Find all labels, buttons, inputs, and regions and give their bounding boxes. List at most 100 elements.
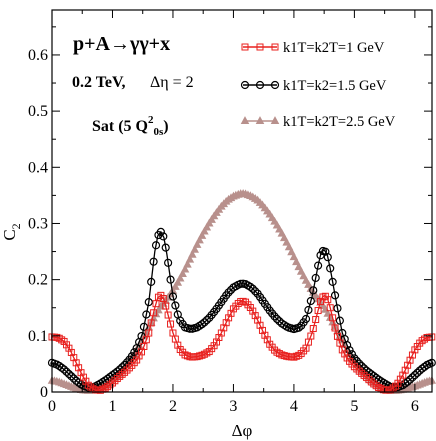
data-point bbox=[246, 282, 255, 291]
data-point bbox=[304, 305, 313, 315]
data-point bbox=[353, 365, 361, 373]
data-point bbox=[307, 332, 315, 340]
data-point bbox=[144, 298, 153, 307]
legend-marker bbox=[270, 116, 280, 124]
data-point bbox=[375, 384, 383, 392]
data-point bbox=[116, 372, 124, 380]
data-point bbox=[152, 300, 160, 308]
y-tick-label: 0.1 bbox=[28, 328, 48, 345]
data-point bbox=[77, 369, 85, 377]
data-point bbox=[140, 342, 148, 350]
data-point bbox=[275, 350, 283, 358]
data-point bbox=[104, 383, 112, 391]
data-point bbox=[200, 318, 209, 327]
data-point bbox=[65, 344, 73, 352]
data-point bbox=[261, 331, 269, 339]
data-point bbox=[405, 375, 415, 384]
data-point bbox=[254, 316, 262, 324]
data-point bbox=[53, 333, 61, 341]
data-point bbox=[317, 298, 325, 306]
data-point bbox=[336, 339, 344, 347]
x-tick-label: 1 bbox=[108, 398, 116, 415]
data-point bbox=[225, 314, 233, 322]
legend-entry: k1T=k2=1.5 GeV bbox=[240, 78, 387, 94]
legend-entry: k1T=k2T=1 GeV bbox=[241, 40, 385, 56]
legend: k1T=k2T=1 GeV k1T=k2=1.5 GeV k1T=k2T=2.5 G… bbox=[240, 40, 396, 130]
data-point bbox=[227, 309, 235, 317]
data-point bbox=[145, 329, 153, 337]
data-point bbox=[135, 352, 143, 360]
data-point bbox=[159, 295, 167, 303]
plot-frame bbox=[51, 9, 433, 393]
data-point bbox=[196, 352, 204, 360]
data-point bbox=[416, 339, 424, 347]
data-point bbox=[161, 243, 170, 252]
data-point bbox=[202, 315, 211, 325]
data-point bbox=[188, 249, 197, 258]
data-point bbox=[355, 367, 363, 375]
data-point bbox=[341, 350, 349, 358]
data-point bbox=[314, 307, 322, 315]
data-point bbox=[111, 377, 119, 385]
data-point bbox=[222, 319, 230, 327]
data-point bbox=[270, 312, 279, 321]
data-point bbox=[213, 338, 221, 346]
legend-marker bbox=[255, 116, 265, 124]
data-point bbox=[330, 291, 340, 300]
data-point bbox=[130, 348, 139, 357]
data-point bbox=[251, 312, 259, 320]
data-point bbox=[309, 286, 318, 295]
data-point bbox=[79, 373, 87, 381]
y-tick-label: 0.4 bbox=[28, 159, 48, 176]
data-point bbox=[178, 269, 187, 278]
data-point bbox=[399, 371, 407, 379]
data-point bbox=[174, 341, 182, 349]
data-point bbox=[403, 377, 412, 386]
data-point bbox=[287, 247, 296, 256]
data-point bbox=[295, 351, 303, 359]
data-point bbox=[333, 332, 341, 340]
data-point bbox=[347, 350, 357, 359]
legend-marker bbox=[240, 80, 250, 90]
data-point bbox=[96, 386, 104, 394]
data-point bbox=[159, 232, 168, 241]
legend-entry: k1T=k2T=2.5 GeV bbox=[240, 114, 396, 130]
annotation-process: p+A→γγ+x bbox=[73, 33, 170, 55]
data-point bbox=[171, 301, 180, 310]
legend-marker bbox=[240, 116, 250, 124]
data-point bbox=[301, 314, 311, 324]
data-point bbox=[183, 352, 191, 360]
data-point bbox=[323, 253, 332, 262]
y-tick-label: 0.5 bbox=[28, 103, 48, 120]
data-point bbox=[282, 237, 291, 246]
data-point bbox=[251, 287, 260, 296]
data-point bbox=[82, 377, 90, 385]
data-point bbox=[84, 381, 92, 389]
data-point bbox=[164, 258, 173, 267]
data-point bbox=[396, 375, 404, 383]
data-point bbox=[408, 373, 417, 382]
data-point bbox=[193, 353, 201, 361]
data-point bbox=[147, 277, 156, 286]
data-point bbox=[312, 316, 320, 324]
data-point bbox=[150, 309, 158, 317]
data-point bbox=[406, 356, 414, 364]
data-point bbox=[324, 296, 332, 304]
data-point bbox=[151, 241, 161, 250]
data-point bbox=[343, 341, 352, 350]
data-point bbox=[167, 320, 175, 328]
y-tick-label: 0.3 bbox=[28, 215, 48, 232]
data-point bbox=[58, 336, 66, 344]
annotation-deta: Δη = 2 bbox=[150, 74, 194, 91]
data-point bbox=[314, 261, 323, 270]
data-point bbox=[151, 309, 161, 318]
data-point bbox=[215, 334, 223, 342]
data-point bbox=[326, 264, 335, 273]
data-point bbox=[329, 314, 337, 322]
data-point bbox=[142, 310, 151, 319]
data-point bbox=[338, 346, 346, 354]
x-tick-label: 2 bbox=[169, 398, 177, 415]
data-point bbox=[284, 242, 294, 251]
data-point bbox=[263, 336, 271, 344]
data-point bbox=[197, 320, 207, 329]
